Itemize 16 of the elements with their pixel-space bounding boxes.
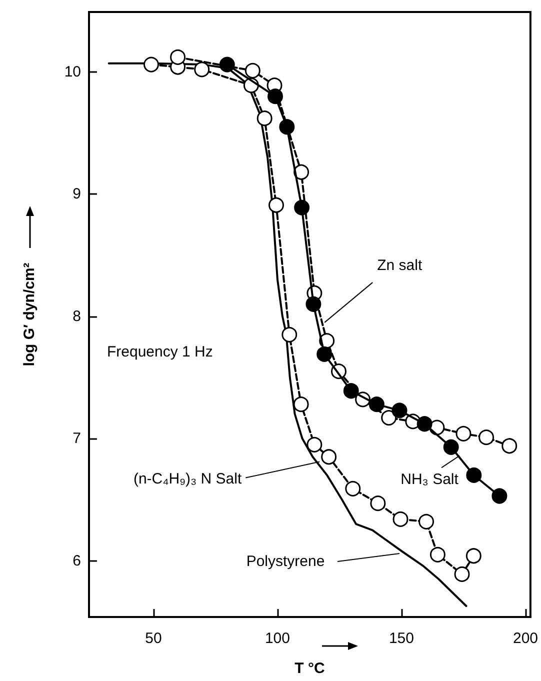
y-tick-label: 10 [64, 63, 81, 80]
x-tick-label: 100 [264, 630, 290, 647]
annotation: Zn salt [377, 256, 423, 274]
x-tick-label: 200 [512, 630, 538, 647]
annotation: NH₃ Salt [400, 471, 460, 488]
y-tick-label: 6 [72, 552, 81, 570]
annotation: Polystyrene [246, 552, 325, 570]
y-tick-label: 7 [72, 430, 81, 448]
x-tick-label: 150 [388, 630, 414, 647]
y-axis-title: log G′ dyn/cm² [21, 262, 38, 366]
x-tick-label: 50 [145, 630, 162, 647]
annotation: Frequency 1 Hz [107, 344, 213, 360]
y-tick-label: 9 [72, 186, 81, 203]
y-tick-label: 8 [72, 308, 81, 325]
x-axis-title: T °C [294, 660, 325, 677]
annotation: (n-C₄H₉)₃ N Salt [133, 470, 242, 488]
